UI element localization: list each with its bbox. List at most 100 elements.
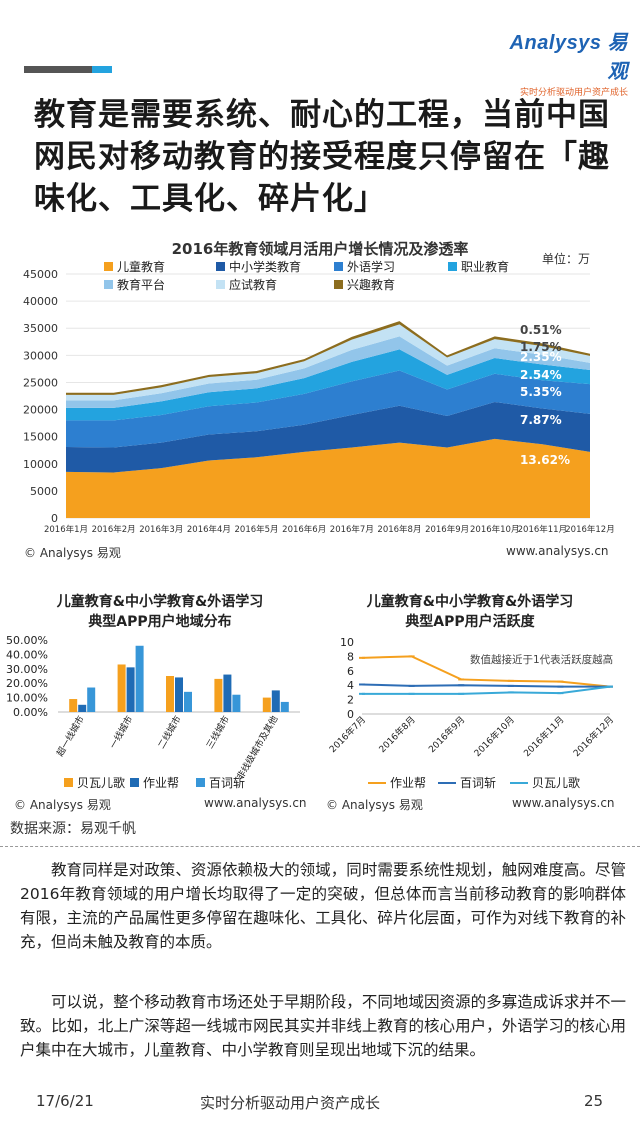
- chart1-title: 2016年教育领域月活用户增长情况及渗透率: [171, 240, 469, 258]
- chart2-ytick-label: 30.00%: [6, 663, 48, 676]
- chart2-title-line1: 儿童教育&中小学教育&外语学习: [56, 594, 264, 610]
- chart2-bar: [280, 701, 289, 712]
- chart1-annotation-label: 13.62%: [520, 453, 570, 467]
- chart1-xtick-label: 2016年8月: [377, 524, 421, 535]
- chart1-area-chart: 0 5000 10000 15000 20000 25000 30000 35000 40000…: [23, 259, 615, 535]
- chart2-bar: [214, 678, 223, 712]
- chart2-bar: [175, 677, 183, 712]
- chart3-ytick-label: 8: [347, 650, 354, 663]
- chart3-series-line: [361, 683, 610, 688]
- chart1-legend-label: 外语学习: [347, 259, 395, 274]
- chart1-legend-swatch: [448, 262, 457, 271]
- chart1-annotation-label: 5.35%: [520, 385, 562, 399]
- chart3-series-line: [361, 655, 611, 688]
- chart1-ytick-label: 10000: [23, 458, 58, 471]
- chart2-legend-label: 作业帮: [143, 776, 179, 790]
- chart3-legend-label: 贝瓦儿歌: [532, 775, 580, 790]
- chart2-bar: [69, 699, 78, 712]
- chart1-xtick-label: 2016年7月: [330, 524, 374, 535]
- chart1-unit-label: 单位：万: [542, 252, 591, 266]
- chart2-bar: [232, 694, 241, 712]
- chart2-bar: [262, 697, 271, 712]
- chart2-title: 儿童教育&中小学教育&外语学习 典型APP用户地域分布: [20, 592, 300, 632]
- brand-logo-text: Analysys 易观: [509, 32, 628, 83]
- chart3-title-line2: 典型APP用户活跃度: [405, 614, 535, 630]
- chart3-ytick-label: 2: [347, 694, 354, 707]
- chart2-bar-chart: 0.00%10.00% 20.00%30.00% 40.00%50.00% 超一线城市…: [6, 634, 300, 790]
- chart2-title-line2: 典型APP用户地域分布: [88, 614, 232, 630]
- chart1-ytick-label: 45000: [23, 268, 58, 281]
- chart3-legend-label: 百词斩: [460, 776, 496, 790]
- chart1-legend-label: 教育平台: [117, 277, 165, 292]
- chart2-ytick-label: 20.00%: [6, 677, 48, 690]
- chart1-xtick-label: 2016年11月: [518, 524, 567, 535]
- chart1-xtick-label: 2016年1月: [44, 524, 88, 535]
- chart3-legend-label: 作业帮: [390, 776, 426, 790]
- chart1-annotation-label: 1.75%: [520, 340, 562, 354]
- chart3-annotation: 数值越接近于1代表活跃度越高: [470, 653, 613, 666]
- paragraph-1: 教育同样是对政策、资源依赖极大的领域，同时需要系统性规划，触网难度高。尽管201…: [20, 861, 626, 951]
- chart1-source-left: © Analysys 易观: [24, 546, 121, 560]
- chart1-legend-label: 儿童教育: [117, 259, 165, 274]
- chart3-ytick-label: 4: [347, 679, 354, 692]
- chart1-source-right: www.analysys.cn: [506, 544, 609, 558]
- chart1-area-2: [66, 401, 590, 473]
- footer-page-number: 25: [584, 1092, 604, 1110]
- chart3-ytick-label: 0: [347, 708, 354, 721]
- chart1-xtick-label: 2016年6月: [282, 524, 326, 535]
- chart2-legend-label: 百词斩: [209, 776, 245, 790]
- chart2-xtick-label: 超一线城市: [54, 714, 87, 759]
- chart3-xtick-label: 2016年11月: [521, 714, 567, 760]
- chart1-legend-swatch: [104, 262, 113, 271]
- chart2-bar: [117, 664, 126, 712]
- chart1-ytick-label: 0: [51, 512, 58, 525]
- chart1-annotation-label: 7.87%: [520, 413, 562, 427]
- chart3-source-left: © Analysys 易观: [326, 798, 423, 812]
- footer-date: 17/6/21: [36, 1092, 94, 1110]
- chart2-xtick-label: 三线城市: [204, 714, 232, 751]
- chart1-ytick-label: 20000: [23, 404, 58, 417]
- chart1-annotation-label: 2.54%: [520, 368, 562, 382]
- chart1-ytick-label: 30000: [23, 349, 58, 362]
- chart1-area-5: [66, 336, 590, 408]
- chart3-xtick-label: 2016年9月: [426, 714, 467, 755]
- chart3-xtick-label: 2016年10月: [471, 714, 517, 760]
- chart1-ytick-label: 25000: [23, 376, 58, 389]
- page-title: 教育是需要系统、耐心的工程，当前中国网民对移动教育的接受程度只停留在「趣味化、工…: [34, 97, 610, 217]
- chart2-legend-label: 贝瓦儿歌: [77, 775, 125, 790]
- chart1-xtick-label: 2016年3月: [139, 524, 183, 535]
- chart2-xtick-label: 非线级城市及其他: [234, 714, 280, 782]
- header-decor-bar: [24, 66, 92, 73]
- chart1-legend-swatch: [334, 262, 343, 271]
- chart2-source-right: www.analysys.cn: [204, 796, 307, 810]
- chart1-legend-label: 中小学类教育: [229, 259, 301, 274]
- chart1-legend-swatch: [334, 280, 343, 289]
- chart2-legend-swatch: [130, 778, 139, 787]
- chart1-area-3: [66, 370, 590, 448]
- brand-logo: Analysys 易观 实时分析驱动用户资产成长: [498, 26, 628, 98]
- chart1-legend-swatch: [216, 262, 225, 271]
- chart1-xtick-label: 2016年10月: [470, 524, 519, 535]
- chart3-ytick-label: 6: [347, 665, 354, 678]
- chart1-xtick-label: 2016年9月: [425, 524, 469, 535]
- chart2-xtick-label: 二线城市: [155, 714, 183, 751]
- chart2-bar: [126, 667, 135, 712]
- chart1-xtick-label: 2016年12月: [565, 524, 614, 535]
- chart3-xtick-label: 2016年8月: [376, 714, 417, 755]
- chart3-source-right: www.analysys.cn: [512, 796, 615, 810]
- divider: [0, 846, 640, 847]
- chart2-bar: [223, 674, 232, 712]
- chart2-source-left: © Analysys 易观: [14, 798, 111, 812]
- chart3-ytick-label: 10: [340, 636, 354, 649]
- chart2-ytick-label: 10.00%: [6, 692, 48, 705]
- chart3-xtick-label: 2016年12月: [571, 714, 617, 760]
- chart2-bar: [166, 676, 174, 712]
- chart1-area-1: [66, 438, 590, 518]
- chart2-bar: [87, 687, 96, 712]
- chart1-area-4: [66, 349, 590, 421]
- chart2-legend-swatch: [196, 778, 205, 787]
- chart2-bar: [271, 690, 280, 712]
- chart1-ytick-label: 35000: [23, 322, 58, 335]
- chart1-ytick-label: 15000: [23, 431, 58, 444]
- chart1-legend-label: 应试教育: [229, 277, 277, 292]
